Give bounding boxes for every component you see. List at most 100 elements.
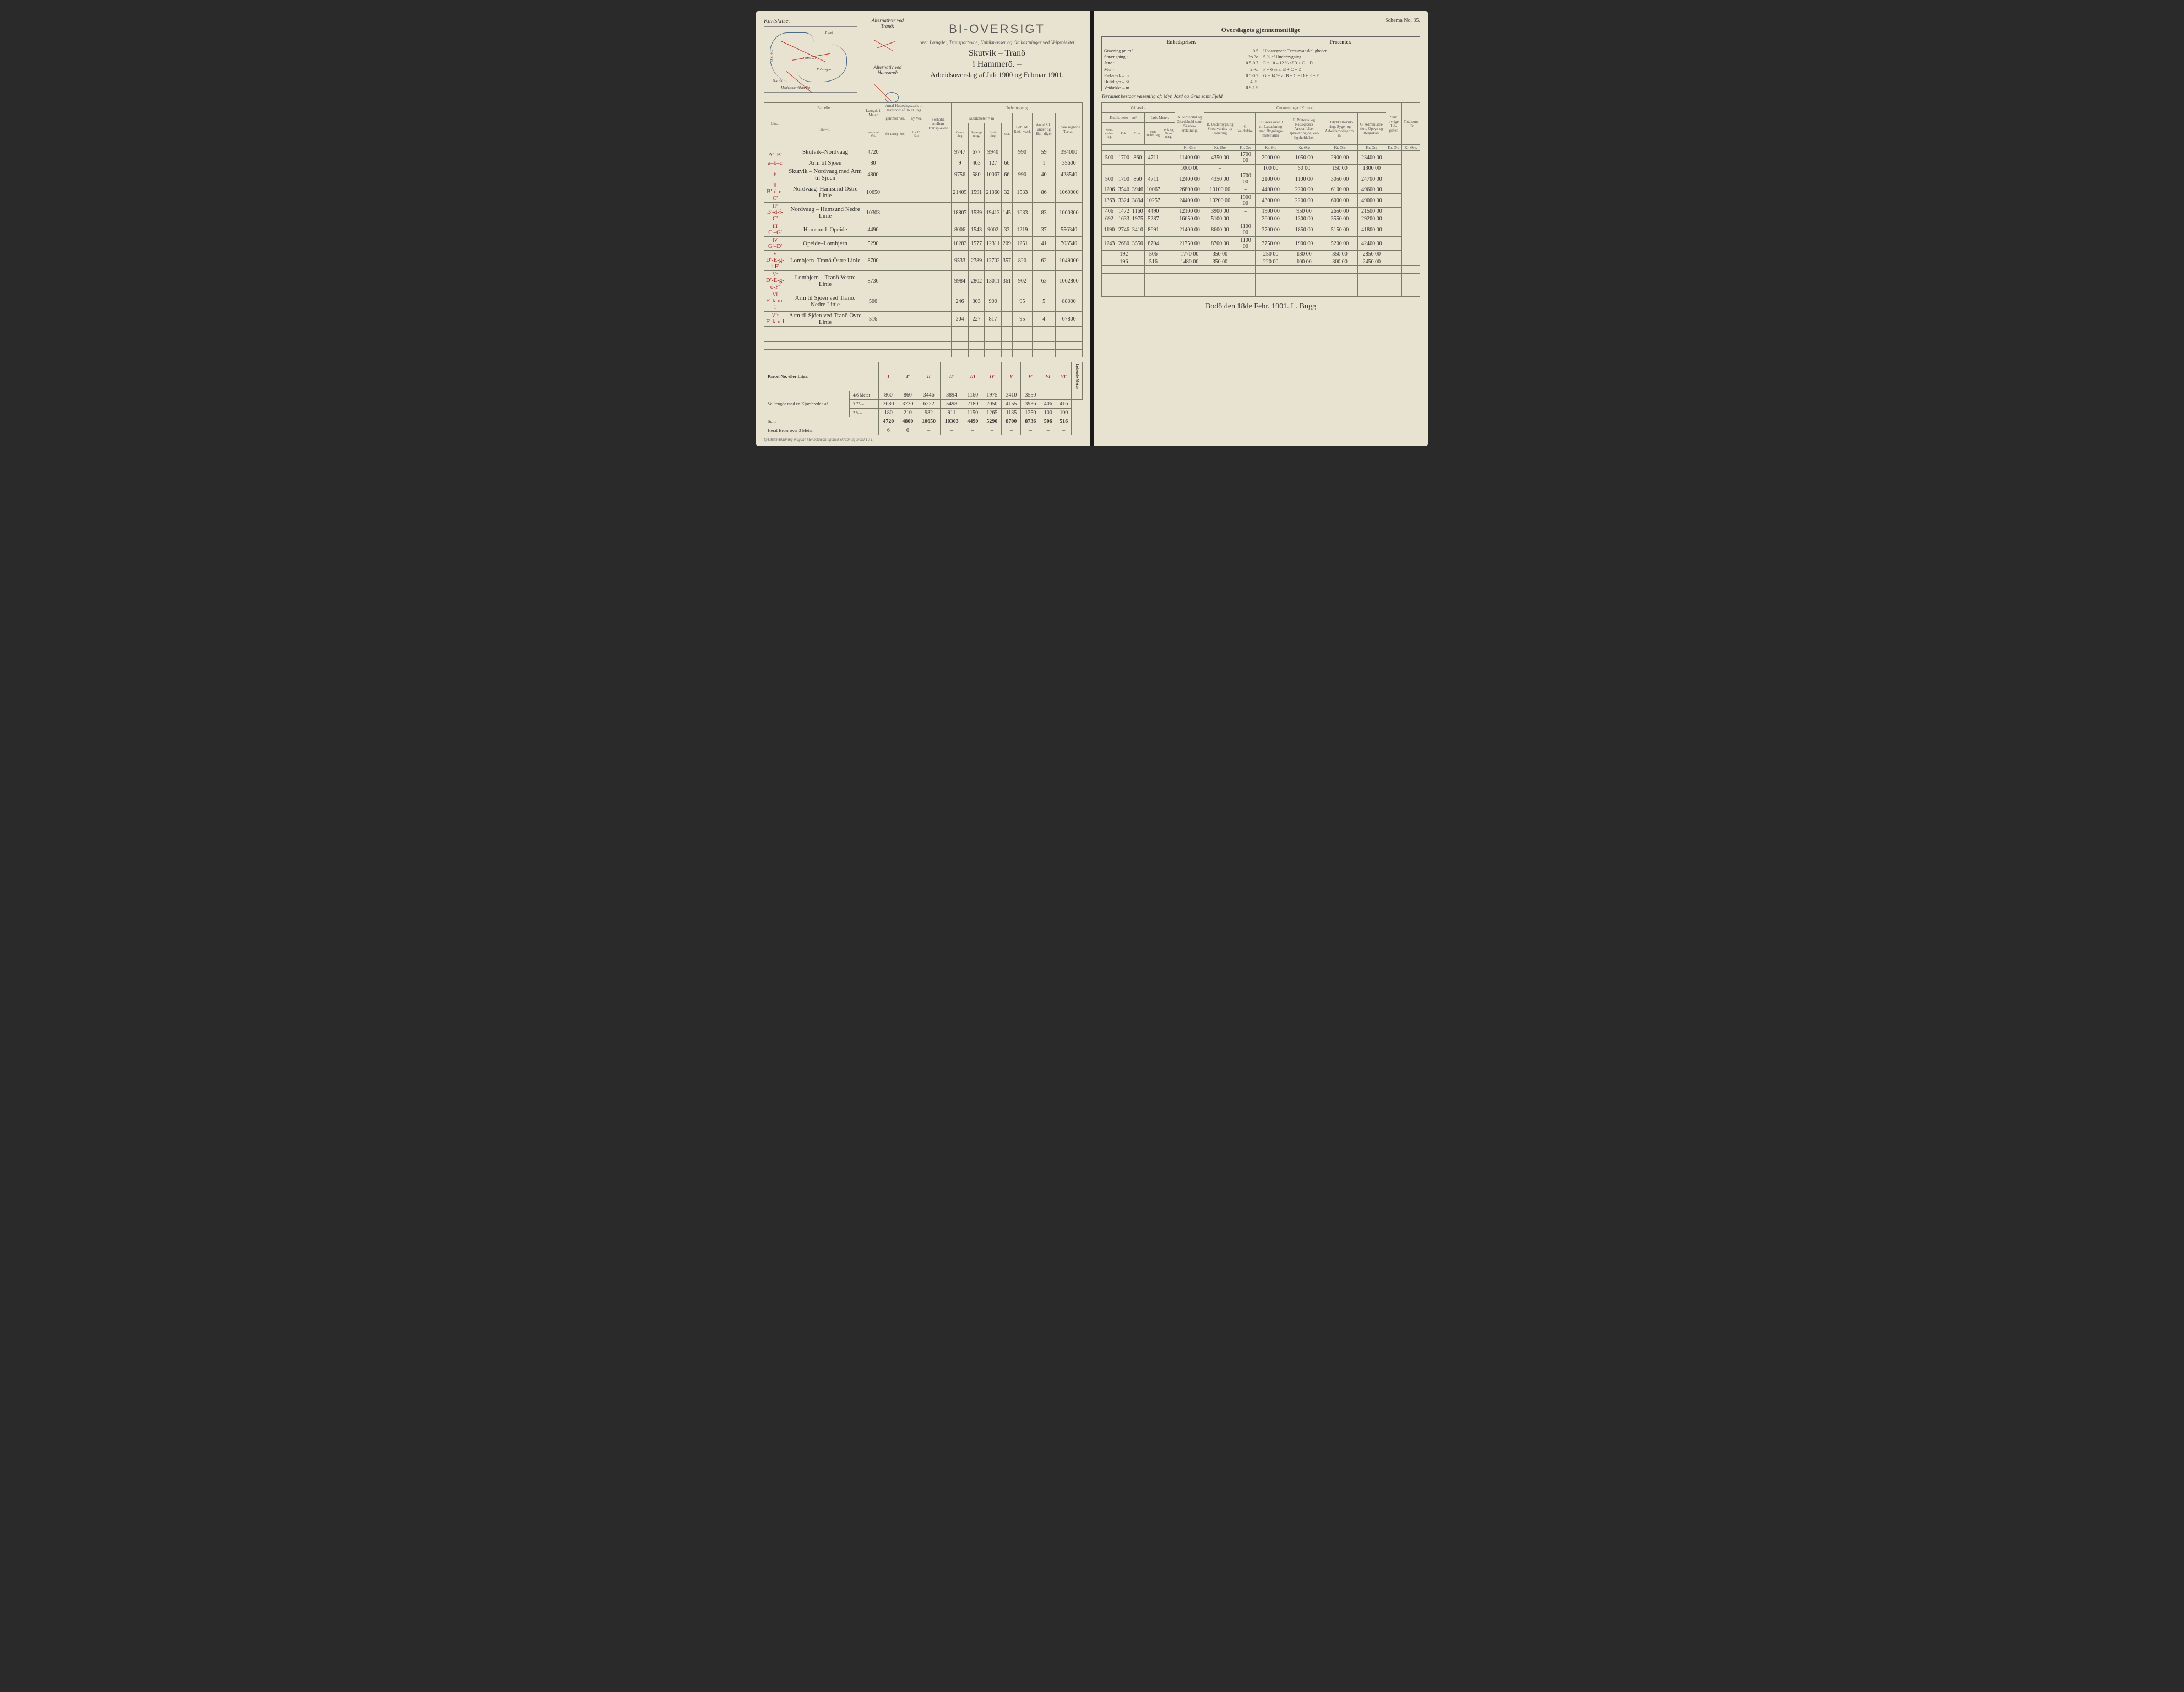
procent-row: 5 % af Underbygning [1263,54,1417,60]
main-table-right: Veidække. A. Jorderstat og Gjerdehold sa… [1101,102,1420,297]
th-lobm: Løb. M. Ræk- værk [1012,113,1032,145]
left-header: Kartskitse. VEST-FJ. Tranö Hamsund Skutv… [764,18,1083,100]
table-row: IIªB'-d-f-C'Nordvaag – Hamsund Nedre Lin… [764,203,1083,223]
th-fyld: Fyld- ning. [985,123,1002,145]
th-gammel: gammel Vei. [883,113,908,123]
th-b: B. Underbygning Skovrydning og Planering… [1204,113,1236,145]
table-row: 69216331975528716650 005100 00–2600 0013… [1102,215,1420,223]
header-split: Enhedspriser. Gravning pr. m.³0.5Sprængn… [1101,36,1420,91]
table-row: IA'–B'Skutvik–Nordvaag472097476779940990… [764,145,1083,159]
parcel-sum-row: Sum4720480010650103034490529087008736506… [764,417,1083,426]
th-kubik: Kubikmeter = m³ [952,113,1013,123]
th-sum: Sum øvrige Ud- gifter. [1386,103,1401,145]
center-header: Alternativer ved Tranö: Alternativ ved H… [868,18,1083,100]
table-row: VªD'-E-g-o-F'Lombjern – Tranö Vestre Lin… [764,271,1083,291]
enhedspris-row: Veidække – m.0.5-1.5 [1104,85,1258,91]
footnote: *) Under Fyldning indgaar Stenbeklædning… [764,437,1083,442]
route-name: Skutvik – Tranö [911,48,1083,58]
table-row: IIB'-d-e-C'Nordvaag–Hamsund Östre Linie1… [764,182,1083,203]
table-row: IªSkutvik – Nordvaag med Arm til Sjöen48… [764,167,1083,182]
main-table-left: Litra. Parceller. Længde i Meter Antal H… [764,102,1083,357]
table-row: 124326803550870421750 008700 001100 0037… [1102,237,1420,251]
th-omkost: Omkostninger i Kroner. [1204,103,1386,113]
th-veidaekke: Veidække. [1102,103,1175,113]
terrain-line: Terrainet bestaar væsentlig af: Myr, Jor… [1101,94,1420,99]
th-f: F. Ulykkesforsik- ring, Syge- og Arbeide… [1322,113,1357,145]
enhedspris-row: Jette ·0.5-0.7 [1104,60,1258,66]
alt-hamsund-label: Alternativ ved Hamsund: [868,64,907,75]
vest-fj-label: VEST-FJ. [770,50,774,62]
th-sten2: Sten- under- lag. [1144,123,1162,145]
procenter-title: Procenter. [1263,39,1417,46]
table-row: 1363332438941025724400 0010200 001900 00… [1102,194,1420,208]
page-title: BI-OVERSIGT [911,22,1083,36]
procent-row: Upaaregnede Terrainvanskeligheder [1263,48,1417,54]
right-header: Schema No. 35. Overslagets gjennemsnitli… [1101,18,1420,100]
th-grus: Grus. [1131,123,1144,145]
table-row: VIªF'-k-n-lArm til Sjöen ved Tranö Övre … [764,312,1083,327]
table-row: 5001700860471111400 004350 001700 002000… [1102,151,1420,165]
route-sub: i Hammerö. – [911,59,1083,69]
kartskitse-label: Kartskitse. [764,18,863,24]
th-kubm3: Kubikmeter = m³ [1102,113,1145,123]
th-fra-til: Fra—til [786,113,863,145]
table-row: 40614721160449012100 003900 00–1900 0095… [1102,208,1420,215]
procent-row: F = 6 % af B + C + D [1263,67,1417,73]
ledger-spread: Kartskitse. VEST-FJ. Tranö Hamsund Skutv… [756,11,1428,446]
parcel-broer-row: Heraf Broer over 3 Meter.66–––––––– [764,426,1083,435]
imprint: 1/4 98 – 500 [764,437,783,442]
parcel-title: Parcel No. eller Litra. [764,362,879,391]
enhedspriser-col: Enhedspriser. Gravning pr. m.³0.5Sprængn… [1102,37,1261,91]
terrain-val: Myr, Jord og Grus samt Fjeld [1164,94,1223,99]
signature: Bodö den 18de Febr. 1901. L. Bugg [1101,302,1420,311]
enhedspris-row: Mur ·2.-6. [1104,67,1258,73]
th-mur: Mur. [1001,123,1012,145]
procenter-col: Procenter. Upaaregnede Terrainvanskeligh… [1261,37,1420,91]
table-row: 1000 00–100 0050 00150 001300 00 [1102,165,1420,172]
alt-sketch-trano [868,29,907,64]
enhedspris-row: Sprængning ·2o.3o [1104,54,1258,60]
th-litra: Litra. [764,103,786,145]
table-row: 1965161480 00350 00–220 00100 00300 0024… [1102,258,1420,266]
enhedspris-row: Rækværk – m.0.5-0.7 [1104,73,1258,79]
procent-row: G = 14 % af B + C + D + E + F [1263,73,1417,79]
th-e: E. Material og Redskabers Anskaffelse, O… [1286,113,1322,145]
enhedspris-row: Hulidiger – St.4.-5. [1104,79,1258,85]
th-g: G. Administra- tion, Opsyn og Regnskab. [1358,113,1386,145]
map-sketch-block: Kartskitse. VEST-FJ. Tranö Hamsund Skutv… [764,18,863,100]
table-row: VD'-E-g-i-F'Lombjern–Tranö Östre Linie87… [764,251,1083,271]
enhedspris-row: Gravning pr. m.³0.5 [1104,48,1258,54]
subtitle: over Længder, Transportevne, Kubikmasser… [911,40,1083,45]
table-row: 1206354039461006726800 0010100 00–4400 0… [1102,186,1420,194]
table-row: 5001700860471112400 004350 001700 002100… [1102,172,1420,186]
table-row: a–b–cArm til Sjöen80940312766135600 [764,159,1083,167]
table-row: 119027463410869121400 008600 001100 0037… [1102,223,1420,237]
th-parceller: Parceller. [786,103,863,113]
th-pukgrus: Puk og Grus- ning. [1162,123,1175,145]
lobende-label: Løbende Meter. [1072,362,1083,391]
th-c: C. Veidække. [1236,113,1256,145]
table-row: IIIC'–G'Hamsund–Opeide449080061543900233… [764,223,1083,237]
map-sketch: VEST-FJ. Tranö Hamsund Skutvik Kolvangen… [764,26,857,93]
alt-trano-label: Alternativer ved Tranö: [868,18,907,29]
th-antal: Antal Stk. under og Hul- diger [1032,113,1055,145]
table-row: VIF'-k-m-lArm til Sjöen ved Tranö. Nedre… [764,291,1083,312]
th-puk: Puk. [1117,123,1131,145]
table-row: IVG'–D'Opeide–Lombjern529010283157712311… [764,237,1083,251]
th-d: D. Broer over 3 m. Lysaabning med Bygnin… [1256,113,1286,145]
arbeid-line: Arbeidsoverslag af Juli 1900 og Februar … [911,70,1083,79]
th-ny: ny Vei. [908,113,925,123]
parcel-row: Veilængde med en Kjørebredde af4/6 Meter… [764,391,1083,400]
procent-row: E = 10 – 12 % af B + C + D [1263,60,1417,66]
overslag-title: Overslagets gjennemsnitlige [1101,26,1420,34]
table-row: 1925061770 00350 00–250 00130 00350 0028… [1102,251,1420,258]
th-sten: Sten- under- lag. [1102,123,1117,145]
alt-sketch-hamsund [868,75,907,111]
schema-no: Schema No. 35. [1101,18,1420,24]
th-lobmeter: Løb. Meter. [1144,113,1175,123]
th-spraeng: Spræng- ning. [968,123,985,145]
parcel-table: Parcel No. eller Litra. IIª IIIIª IIIIV … [764,362,1083,435]
enhedspriser-title: Enhedspriser. [1104,39,1258,46]
terrain-label: Terrainet bestaar væsentlig af: [1101,94,1162,99]
th-a: A. Jorderstat og Gjerdehold samt Skades-… [1175,103,1204,145]
